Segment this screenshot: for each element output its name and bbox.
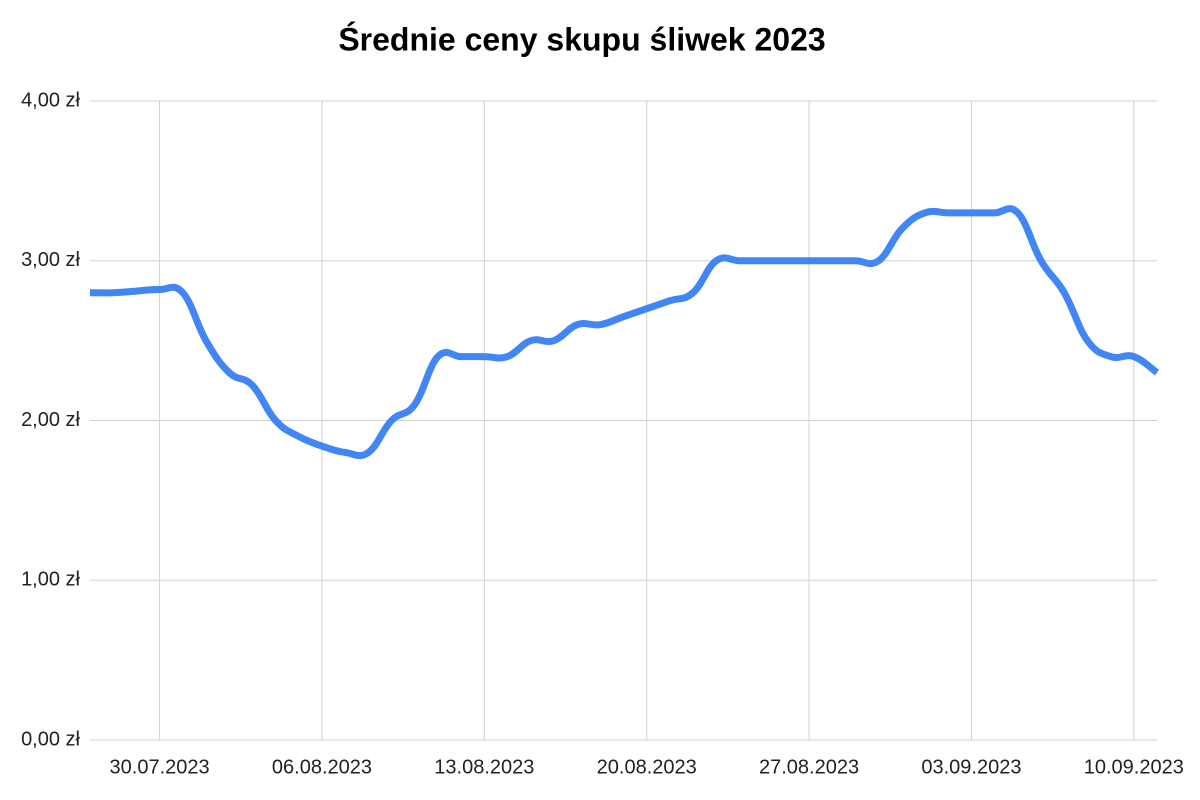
x-tick-label: 27.08.2023 <box>759 756 859 778</box>
y-tick-label: 2,00 zł <box>21 409 80 431</box>
x-tick-label: 10.09.2023 <box>1084 756 1184 778</box>
x-tick-label: 30.07.2023 <box>110 756 210 778</box>
chart-title: Średnie ceny skupu śliwek 2023 <box>338 21 825 57</box>
y-tick-label: 4,00 zł <box>21 89 80 111</box>
y-tick-label: 0,00 zł <box>21 728 80 750</box>
y-tick-label: 1,00 zł <box>21 569 80 591</box>
data-line <box>89 205 1160 460</box>
x-tick-label: 20.08.2023 <box>597 756 697 778</box>
y-tick-label: 3,00 zł <box>21 249 80 271</box>
x-tick-label: 03.09.2023 <box>921 756 1021 778</box>
x-tick-label: 06.08.2023 <box>272 756 372 778</box>
x-tick-label: 13.08.2023 <box>434 756 534 778</box>
